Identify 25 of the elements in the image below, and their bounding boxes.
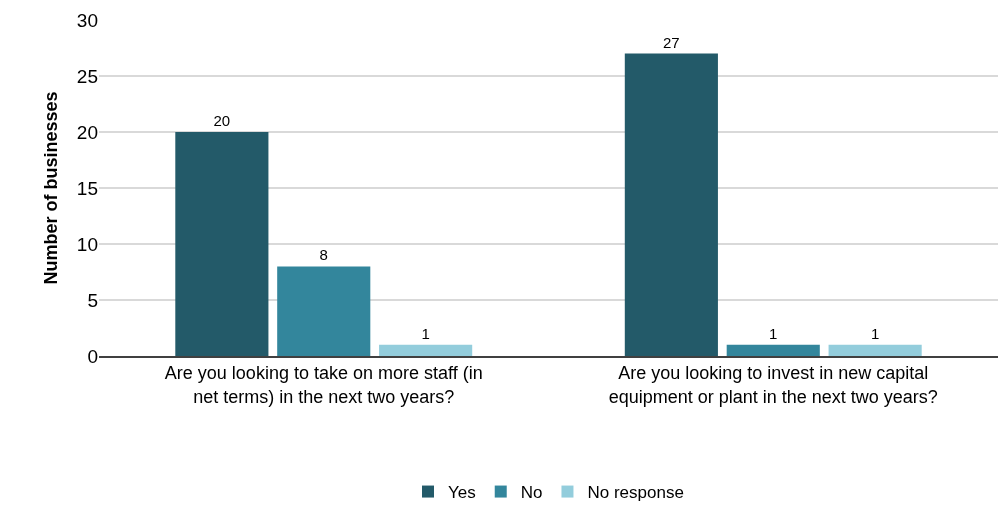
- data-label: 8: [319, 246, 328, 264]
- legend-label: Yes: [448, 483, 476, 503]
- x-tick-label: Are you looking to invest in new capital equipment or plant in the next two years?: [608, 363, 938, 407]
- y-tick-label: 10: [76, 233, 98, 255]
- legend-label: No: [520, 483, 543, 503]
- bar: [828, 344, 922, 356]
- y-tick-label: 15: [76, 177, 98, 199]
- y-axis-title: Number of businesses: [41, 91, 62, 285]
- data-label: 1: [870, 324, 880, 342]
- y-tick-label: 25: [76, 65, 98, 87]
- data-label: 20: [213, 112, 231, 129]
- data-label: 1: [769, 324, 778, 342]
- y-tick-label: 20: [76, 121, 98, 143]
- bar: [175, 132, 269, 356]
- bar: [379, 344, 473, 356]
- bar: [277, 266, 371, 356]
- legend-label: No response: [587, 483, 684, 503]
- y-tick-label: 30: [76, 9, 98, 31]
- y-tick-label: 0: [87, 345, 98, 367]
- bar: [726, 344, 820, 356]
- x-tick-label: Are you looking to take on more staff (in net terms) in the next two years?: [164, 363, 483, 407]
- data-label: 1: [421, 324, 430, 342]
- bar: [624, 53, 718, 356]
- data-label: 27: [663, 33, 680, 51]
- y-tick-label: 5: [87, 289, 98, 311]
